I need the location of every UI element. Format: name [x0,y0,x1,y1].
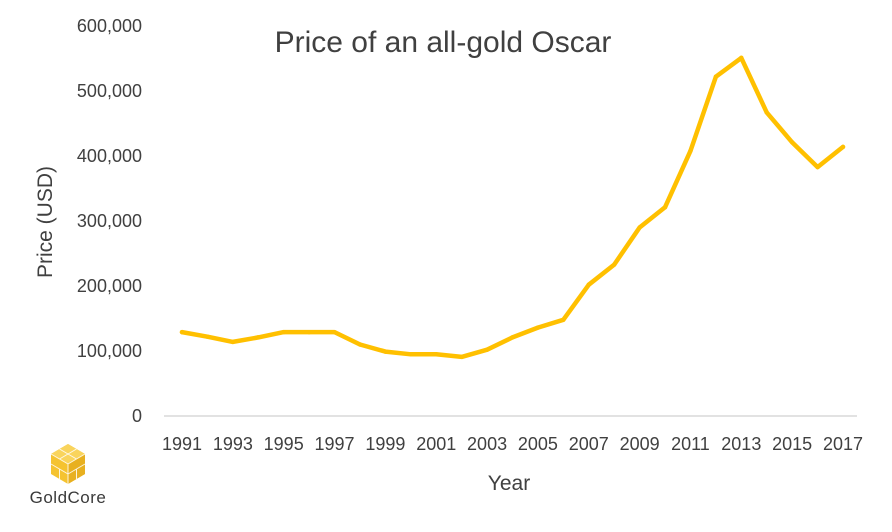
x-tick-label: 1997 [315,434,355,454]
x-tick-label: 1999 [365,434,405,454]
data-point [179,329,185,335]
x-axis-ticks: 1991 1993 1995 1997 1999 2001 2003 2005 2007 2009… [162,434,863,454]
data-point [840,144,846,150]
data-point [764,110,769,115]
data-point [739,55,744,61]
x-tick-label: 2015 [772,434,812,454]
data-point [510,335,515,340]
data-point [459,354,464,360]
x-tick-label: 1991 [162,434,202,454]
data-point [357,342,363,347]
x-axis-label: Year [488,472,530,495]
x-tick-label: 2009 [620,434,660,454]
y-tick-label: 500,000 [77,81,142,101]
data-point [434,352,439,357]
data-point [662,205,668,210]
y-tick-label: 600,000 [77,16,142,36]
data-point [484,347,490,352]
y-axis-ticks: 0 100,000 200,000 300,000 400,000 500,000 600,… [77,16,142,426]
data-point [535,325,541,330]
data-point [256,335,261,340]
x-tick-label: 2005 [518,434,558,454]
x-tick-label: 1995 [264,434,304,454]
data-point [332,329,337,335]
data-point [230,339,236,345]
x-tick-label: 1993 [213,434,253,454]
y-axis-label: Price (USD) [34,166,57,278]
y-tick-label: 100,000 [77,341,142,361]
price-series-line [179,55,846,360]
data-point [281,329,286,335]
y-tick-label: 400,000 [77,146,142,166]
x-tick-label: 2007 [569,434,609,454]
data-point [586,282,591,287]
data-point [383,349,388,354]
data-point [611,262,617,267]
data-point [408,352,414,357]
y-tick-label: 200,000 [77,276,142,296]
chart-title: Price of an all-gold Oscar [275,26,612,59]
x-tick-label: 2013 [721,434,761,454]
y-tick-label: 0 [132,406,142,426]
y-tick-label: 300,000 [77,211,142,231]
x-tick-label: 2001 [416,434,456,454]
data-point [637,225,642,230]
x-tick-label: 2011 [671,434,710,454]
data-point [688,148,693,153]
x-tick-label: 2017 [823,434,863,454]
data-point [815,164,820,170]
x-tick-label: 2003 [467,434,507,454]
data-point [713,74,719,79]
data-point [306,329,312,335]
brand-name: GoldCore [30,488,107,507]
data-point [561,317,566,322]
series-layer [179,55,846,360]
gold-cube-logo [50,444,86,484]
data-point [789,140,795,145]
data-point [205,334,210,339]
